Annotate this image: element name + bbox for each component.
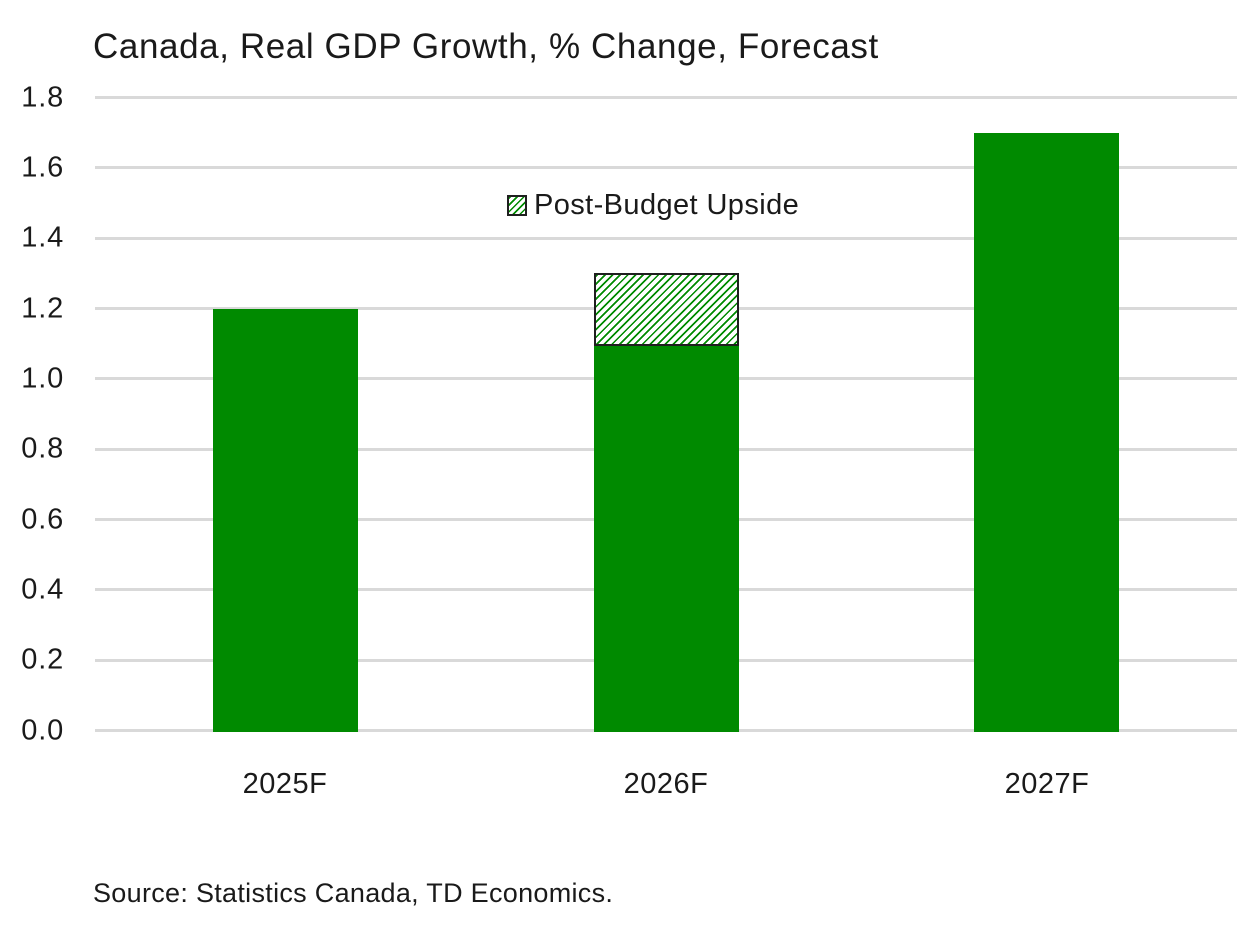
bar-solid-2025f bbox=[213, 309, 358, 732]
gridline bbox=[95, 166, 1237, 169]
gridline bbox=[95, 96, 1237, 99]
x-tick-label: 2026F bbox=[623, 768, 709, 800]
y-tick-label: 1.8 bbox=[21, 81, 64, 114]
y-tick-label: 1.0 bbox=[21, 362, 64, 395]
y-tick-label: 0.8 bbox=[21, 432, 64, 465]
bar-solid-2027f bbox=[974, 133, 1119, 732]
x-tick-label: 2027F bbox=[1004, 768, 1090, 800]
y-tick-label: 0.0 bbox=[21, 714, 64, 747]
bar-upside-2026f bbox=[594, 273, 739, 346]
legend-hatch-swatch bbox=[507, 195, 527, 216]
y-tick-label: 0.6 bbox=[21, 503, 64, 536]
chart-title: Canada, Real GDP Growth, % Change, Forec… bbox=[93, 27, 879, 66]
y-tick-label: 0.4 bbox=[21, 573, 64, 606]
y-tick-label: 1.4 bbox=[21, 221, 64, 254]
y-tick-label: 1.2 bbox=[21, 292, 64, 325]
legend: Post-Budget Upside bbox=[507, 189, 799, 222]
y-tick-label: 0.2 bbox=[21, 643, 64, 676]
y-tick-label: 1.6 bbox=[21, 151, 64, 184]
gridline bbox=[95, 237, 1237, 240]
bar-solid-2026f bbox=[594, 344, 739, 732]
source-note: Source: Statistics Canada, TD Economics. bbox=[93, 878, 614, 908]
x-tick-label: 2025F bbox=[242, 768, 328, 800]
legend-label: Post-Budget Upside bbox=[534, 189, 800, 221]
